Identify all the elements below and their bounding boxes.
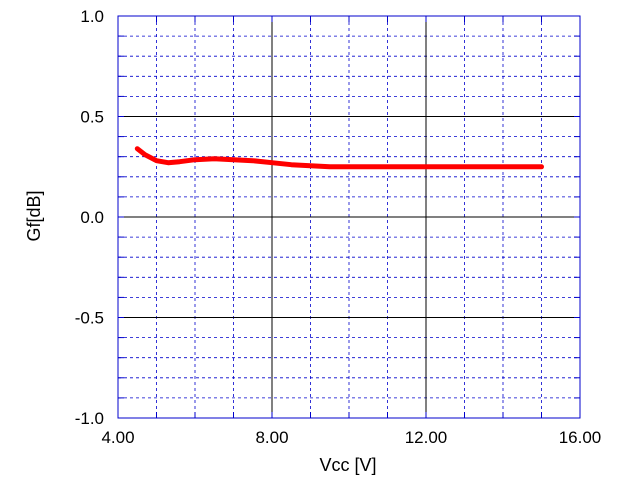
- major-grid: [118, 16, 580, 418]
- y-tick-label: 1.0: [80, 7, 104, 26]
- y-tick-label: 0.0: [80, 208, 104, 227]
- x-axis-title: Vcc [V]: [319, 455, 376, 475]
- y-axis-title: Gf[dB]: [24, 190, 44, 241]
- axis-ticks: [117, 15, 581, 419]
- y-tick-labels: -1.0 -0.5 0.0 0.5 1.0: [75, 7, 104, 428]
- y-tick-label: -0.5: [75, 309, 104, 328]
- x-tick-labels: 4.00 8.00 12.00 16.00: [101, 428, 601, 447]
- series-line-1: [134, 146, 544, 170]
- series-layer: [134, 146, 544, 170]
- y-tick-label: 0.5: [80, 108, 104, 127]
- x-tick-label: 16.00: [559, 428, 602, 447]
- x-tick-label: 12.00: [405, 428, 448, 447]
- x-tick-label: 4.00: [101, 428, 134, 447]
- y-tick-label: -1.0: [75, 409, 104, 428]
- x-tick-label: 8.00: [255, 428, 288, 447]
